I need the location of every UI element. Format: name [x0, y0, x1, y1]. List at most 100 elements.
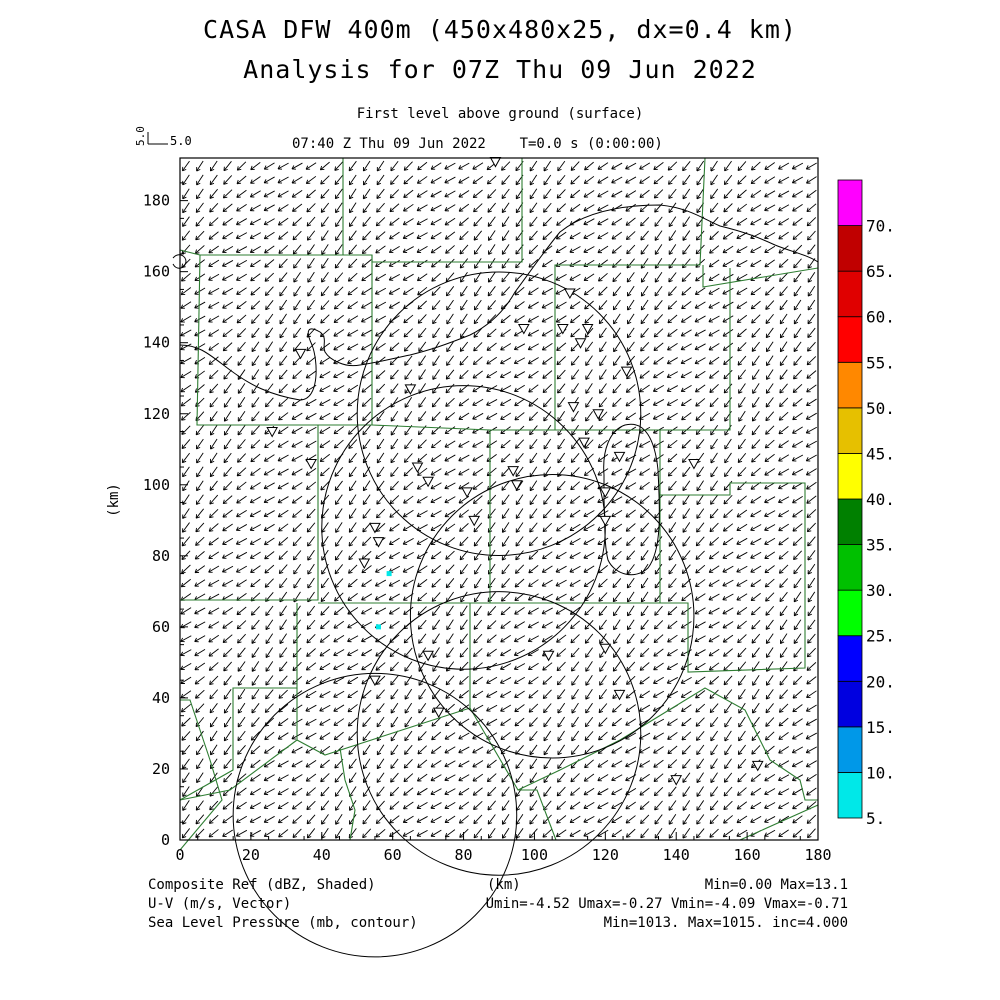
wind-vector: [209, 174, 218, 186]
wind-vector: [222, 495, 233, 504]
wind-vector-head: [362, 238, 367, 241]
wind-vector-head: [794, 321, 799, 325]
wind-vector: [722, 607, 734, 615]
wind-vector: [460, 327, 468, 338]
wind-vector-head: [459, 391, 464, 393]
wind-vector: [627, 285, 635, 297]
wind-vector: [597, 454, 609, 462]
wind-vector: [321, 522, 329, 533]
wind-vector-head: [736, 582, 740, 587]
wind-vector-head: [722, 540, 726, 545]
wind-vector: [292, 384, 303, 393]
wind-vector: [403, 161, 413, 171]
wind-vector: [265, 661, 274, 672]
wind-vector-head: [750, 582, 753, 587]
wind-vector-head: [278, 252, 283, 254]
wind-vector: [585, 411, 594, 422]
wind-vector: [807, 230, 816, 241]
wind-vector-head: [751, 321, 756, 324]
wind-vector: [584, 327, 594, 338]
wind-vector-head: [737, 332, 740, 337]
wind-vector-head: [680, 401, 684, 406]
wind-vector: [597, 176, 609, 184]
wind-vector: [321, 244, 329, 255]
wind-vector-head: [389, 346, 392, 351]
wind-vector-head: [529, 558, 534, 560]
wind-vector-head: [194, 276, 197, 281]
wind-vector-head: [403, 182, 408, 185]
wind-vector: [723, 217, 733, 226]
wind-vector-head: [667, 332, 670, 337]
wind-vector: [251, 647, 260, 658]
wind-vector: [557, 452, 566, 464]
wind-vector-head: [612, 391, 617, 394]
wind-vector: [334, 592, 344, 602]
wind-vector: [627, 327, 635, 338]
wind-vector-head: [432, 599, 437, 602]
wind-vector-head: [236, 276, 239, 281]
wind-vector: [307, 271, 315, 283]
wind-vector-head: [778, 249, 781, 254]
wind-vector-head: [390, 196, 395, 199]
wind-vector: [792, 523, 803, 532]
wind-vector: [474, 271, 482, 283]
wind-vector-head: [612, 569, 614, 574]
wind-vector-head: [696, 224, 701, 227]
wind-vector-head: [293, 252, 298, 255]
wind-vector: [779, 299, 788, 311]
wind-vector: [555, 551, 567, 559]
wind-vector-head: [641, 294, 646, 297]
wind-vector: [363, 480, 371, 491]
wind-vector: [264, 259, 275, 268]
wind-vector-head: [431, 443, 434, 448]
wind-vector: [265, 369, 274, 380]
wind-vector: [585, 341, 594, 352]
wind-vector-head: [263, 526, 267, 531]
wind-vector: [680, 635, 692, 642]
wind-vector-head: [527, 610, 531, 614]
wind-vector-head: [542, 652, 545, 657]
wind-vector: [182, 202, 190, 213]
wind-vector: [251, 425, 260, 435]
wind-vector-head: [279, 307, 284, 311]
wind-vector-head: [792, 402, 795, 407]
wind-vector: [209, 494, 219, 505]
wind-vector: [694, 301, 706, 309]
wind-vector-head: [403, 207, 406, 212]
wind-vector-head: [210, 433, 215, 436]
wind-vector-head: [208, 527, 211, 532]
wind-vector: [251, 397, 260, 408]
wind-vector-head: [737, 485, 740, 490]
wind-vector-head: [542, 544, 547, 546]
wind-vector: [390, 466, 399, 477]
wind-vector: [209, 411, 218, 422]
wind-vector: [639, 495, 650, 504]
wind-vector: [306, 508, 316, 519]
wind-vector: [402, 273, 414, 281]
wind-vector-head: [807, 347, 809, 352]
wind-vector: [667, 439, 678, 449]
wind-vector-head: [376, 208, 378, 213]
wind-vector-head: [543, 460, 548, 464]
wind-vector: [458, 412, 470, 420]
wind-vector-head: [516, 210, 521, 214]
wind-vector-head: [667, 318, 670, 323]
wind-vector-head: [388, 582, 392, 587]
wind-vector-head: [793, 238, 798, 240]
wind-vector: [349, 202, 357, 213]
wind-vector: [444, 176, 456, 184]
wind-vector: [237, 369, 246, 380]
wind-vector-head: [502, 516, 507, 519]
wind-vector-head: [626, 363, 631, 366]
wind-vector-head: [710, 419, 715, 422]
wind-vector-head: [555, 610, 559, 615]
wind-vector-head: [362, 433, 367, 436]
wind-vector-head: [445, 277, 448, 282]
wind-vector-head: [195, 416, 198, 421]
wind-vector-head: [501, 472, 503, 477]
wind-vector: [598, 272, 608, 282]
vector-scale-vertical-label: 5.0: [134, 126, 147, 146]
wind-vector-head: [390, 391, 395, 394]
wind-vector-head: [389, 652, 392, 657]
wind-vector-head: [555, 554, 559, 559]
